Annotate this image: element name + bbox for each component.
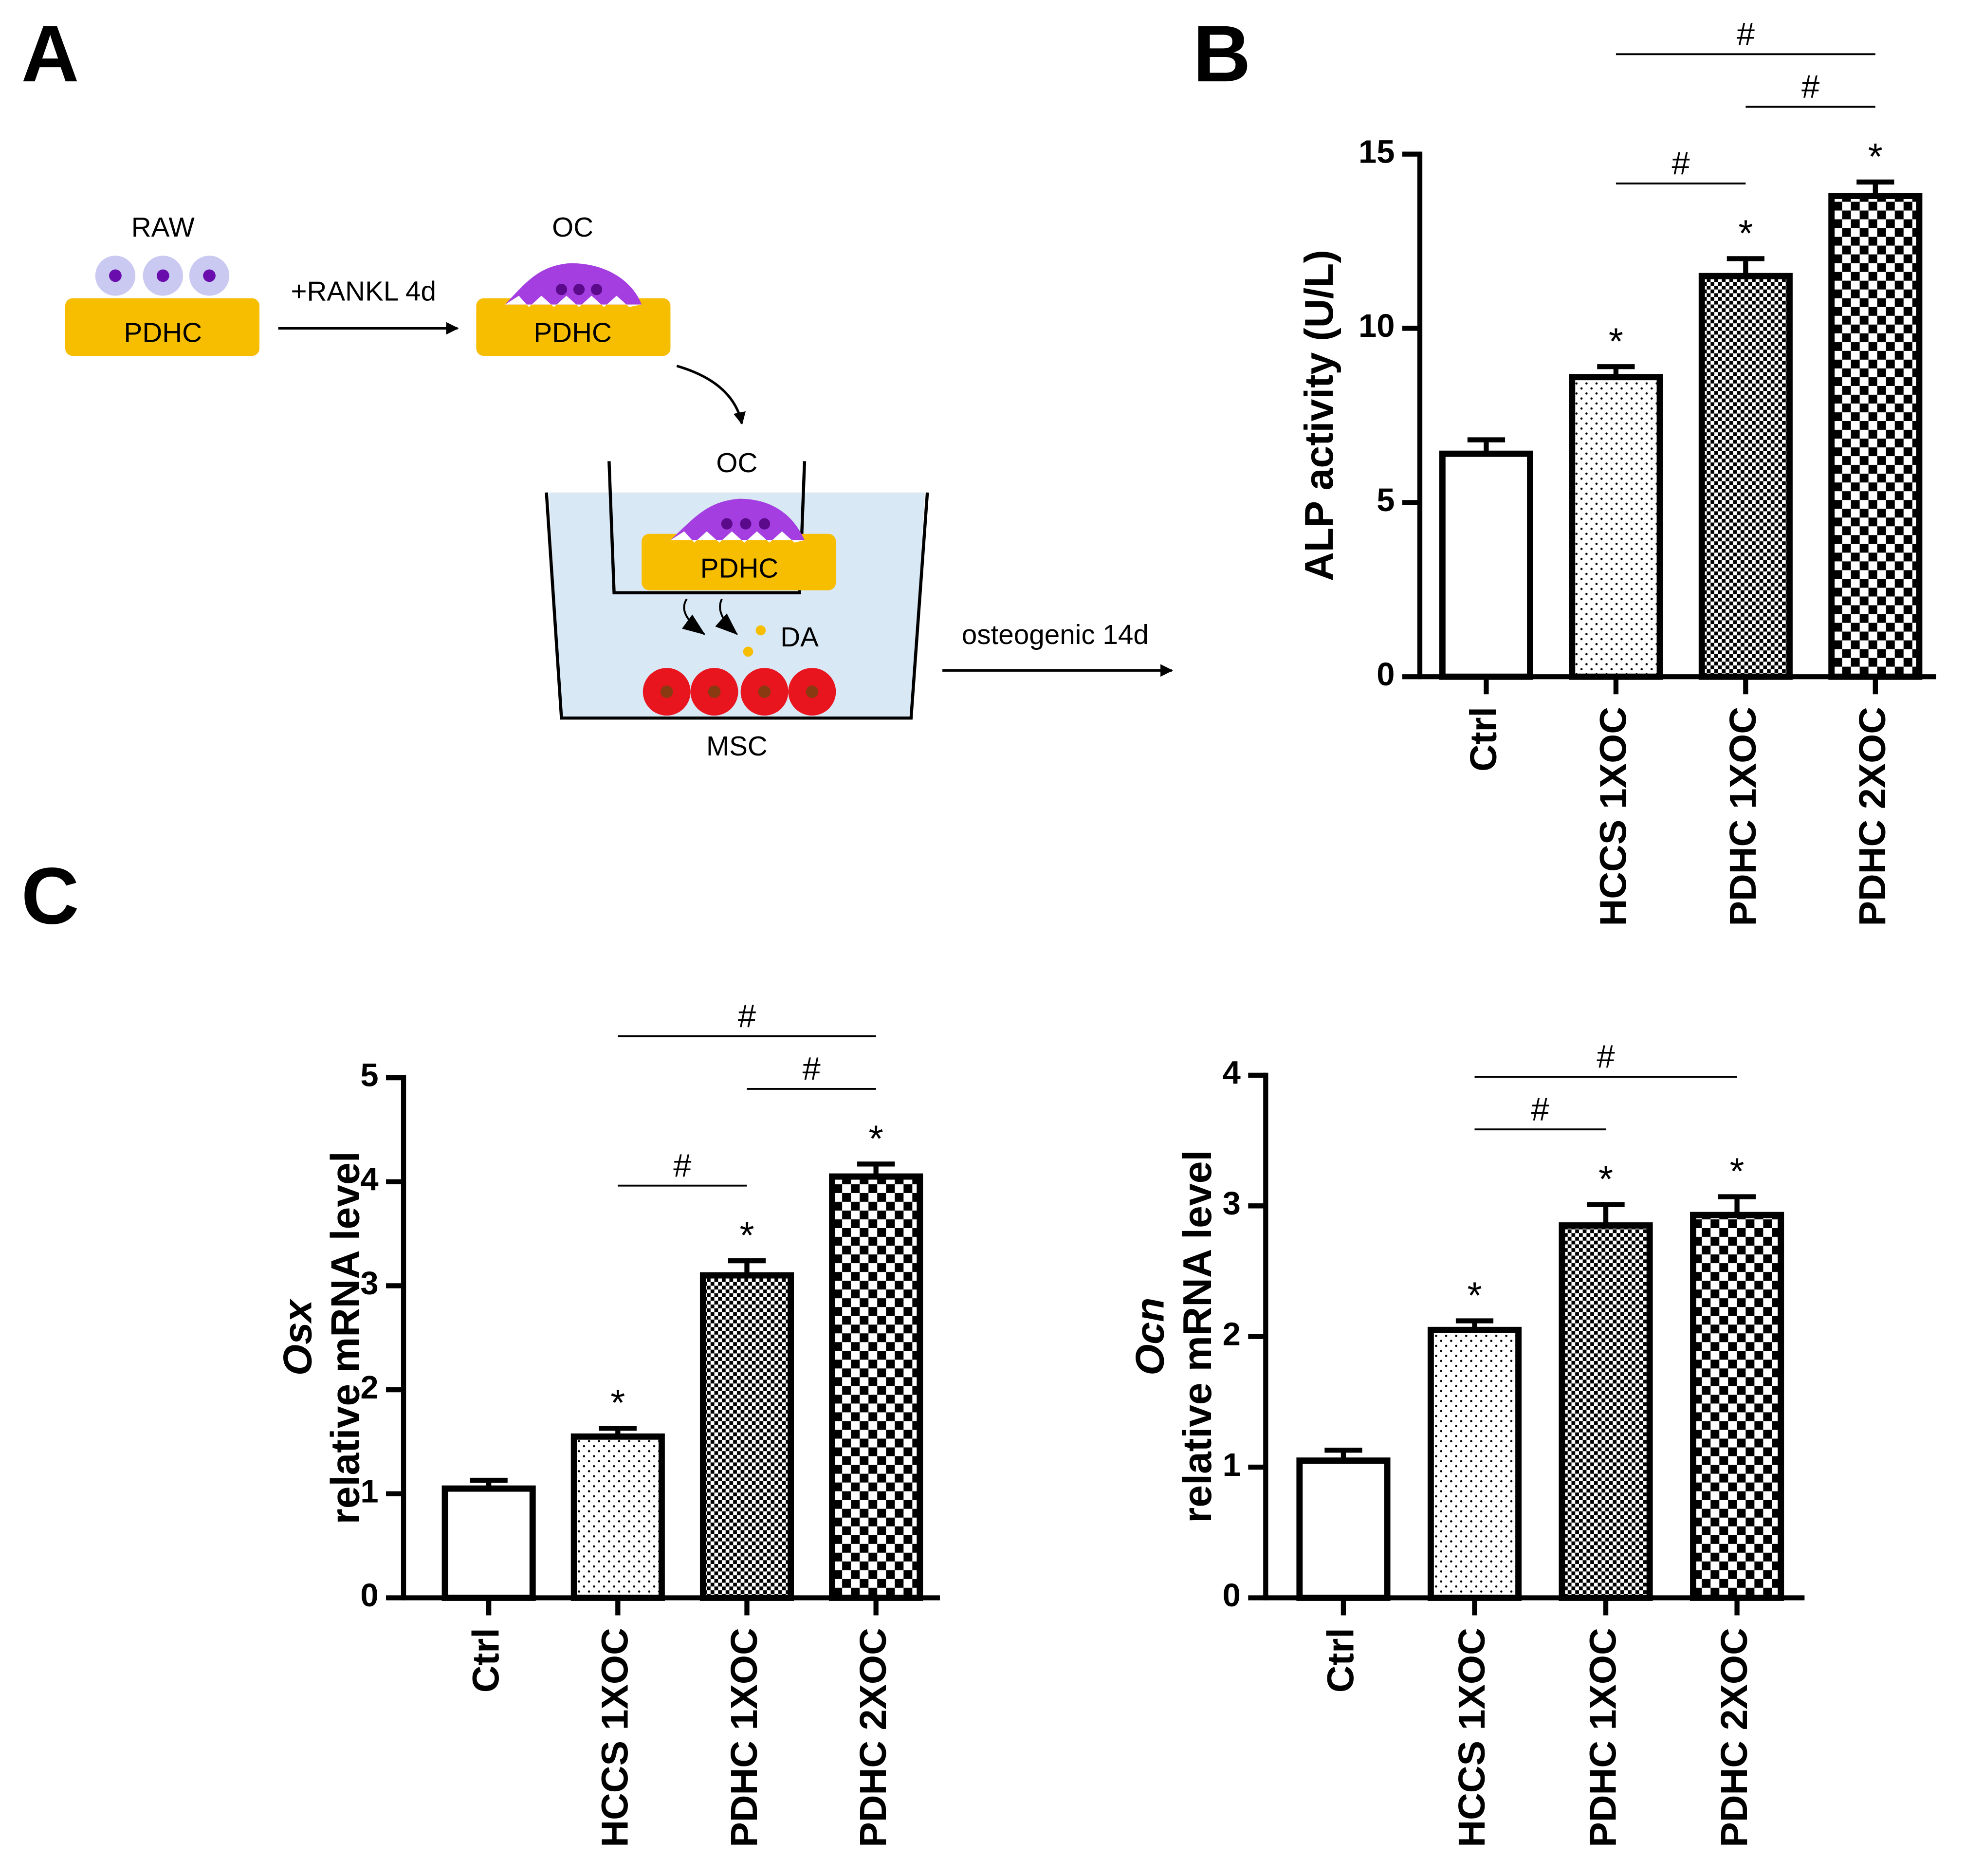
panel-label: C: [21, 851, 79, 940]
scaffold: [642, 533, 836, 590]
da-particle: [743, 646, 753, 657]
arrow: [681, 598, 706, 635]
bar-chart: B ALP activity (U/L) 0 5 10 15 Ctrl HCCS 1XOC * P…: [1193, 9, 1936, 926]
significance-mark: *: [1868, 136, 1883, 178]
osteoclast: [670, 498, 805, 540]
bar: [1427, 1326, 1522, 1601]
y-tick-label: 4: [360, 1161, 378, 1197]
y-tick-label: 2: [360, 1369, 378, 1406]
bracket-label: #: [1531, 1091, 1549, 1128]
bar: [1569, 374, 1663, 680]
scaffold: [476, 298, 671, 356]
x-tick-label: Ctrl: [1463, 707, 1505, 772]
x-tick-label: Ctrl: [1320, 1628, 1361, 1692]
bracket-label: #: [1597, 1039, 1615, 1075]
y-tick-label: 5: [360, 1057, 378, 1094]
bar: [1559, 1222, 1653, 1601]
x-tick-label: HCCS 1XOC: [1592, 707, 1634, 926]
bar: [829, 1173, 923, 1601]
x-tick-label: HCCS 1XOC: [1451, 1628, 1493, 1847]
msc-cells: [643, 668, 836, 716]
insert: [607, 461, 807, 594]
bracket-label: #: [1672, 146, 1690, 182]
bar-chart: C Osx relative mRNA level 0 1 2 3 4 5 Ctrl HCCS 1X…: [21, 851, 940, 1847]
x-tick-label: PDHC 2XOC: [1713, 1628, 1755, 1847]
panel-label: A: [21, 9, 79, 98]
scaffold-label: PDHC: [533, 317, 611, 348]
y-tick-label: 3: [1223, 1185, 1241, 1222]
scaffold-label: PDHC: [700, 553, 778, 584]
x-tick-label: PDHC 2XOC: [1852, 707, 1893, 926]
bar: [1690, 1212, 1784, 1601]
y-tick-label: 0: [1223, 1577, 1241, 1614]
x-tick-label: PDHC 1XOC: [1722, 707, 1764, 926]
x-tick-label: PDHC 1XOC: [723, 1628, 765, 1847]
bracket-label: #: [802, 1051, 820, 1087]
y-tick-label: 0: [1377, 656, 1395, 693]
y-axis-label: relative mRNA level: [323, 1151, 368, 1524]
osteoclast: [505, 263, 642, 305]
y-tick-label: 5: [1377, 482, 1395, 518]
bar-chart: Ocn relative mRNA level 0 1 2 3 4 Ctrl HCCS 1XOC…: [1127, 1039, 1805, 1847]
bar: [1296, 1457, 1391, 1601]
oc-label: OC: [552, 212, 593, 243]
arrow: [676, 365, 746, 425]
bar: [699, 1272, 794, 1601]
diagram: A RAW PDHC +RANKL 4d OC PDHC OC PDHC DA: [21, 9, 1173, 762]
significance-mark: *: [610, 1382, 625, 1424]
bar: [441, 1485, 536, 1601]
significance-mark: *: [1730, 1151, 1745, 1193]
resorption: [505, 295, 642, 307]
step-label: +RANKL 4d: [291, 276, 436, 307]
y-tick-label: 15: [1359, 133, 1395, 170]
y-tick-label: 2: [1223, 1316, 1241, 1352]
x-tick-label: Ctrl: [465, 1628, 507, 1692]
bracket-label: #: [1737, 16, 1755, 53]
significance-mark: *: [739, 1214, 754, 1256]
scaffold-label: PDHC: [124, 317, 202, 348]
panel-label: B: [1193, 9, 1251, 98]
significance-mark: *: [1738, 212, 1753, 254]
bar: [570, 1433, 665, 1601]
x-tick-label: PDHC 1XOC: [1582, 1628, 1624, 1847]
significance-mark: *: [1598, 1159, 1613, 1200]
bracket-label: #: [1801, 69, 1819, 105]
da-label: DA: [780, 622, 819, 653]
y-tick-label: 0: [360, 1577, 378, 1614]
x-tick-label: HCCS 1XOC: [594, 1628, 636, 1847]
y-tick-label: 1: [1223, 1447, 1241, 1483]
y-tick-label: 1: [360, 1473, 378, 1509]
y-tick-label: 10: [1359, 308, 1395, 344]
raw-label: RAW: [131, 212, 195, 243]
bar: [1828, 193, 1923, 680]
bar: [1439, 450, 1533, 680]
oc-label: OC: [716, 448, 757, 478]
well: [545, 492, 929, 720]
raw-cells: [95, 256, 230, 296]
bracket-label: #: [738, 998, 756, 1034]
bracket-label: #: [673, 1147, 691, 1184]
y-axis-label: ALP activity (U/L): [1297, 250, 1341, 581]
y-axis-label: relative mRNA level: [1175, 1150, 1220, 1523]
x-tick-label: PDHC 2XOC: [852, 1628, 894, 1847]
da-particle: [755, 625, 766, 636]
y-tick-label: 4: [1223, 1055, 1241, 1091]
resorption: [670, 531, 805, 543]
scaffold: [65, 298, 260, 356]
y-axis-gene: Osx: [275, 1298, 320, 1376]
step-label: osteogenic 14d: [962, 620, 1149, 650]
significance-mark: *: [869, 1118, 883, 1159]
msc-label: MSC: [706, 731, 768, 762]
bar: [1698, 273, 1793, 680]
y-tick-label: 3: [360, 1265, 378, 1302]
arrow: [715, 598, 738, 635]
significance-mark: *: [1609, 320, 1623, 362]
significance-mark: *: [1467, 1275, 1482, 1317]
y-axis-gene: Ocn: [1127, 1298, 1172, 1376]
